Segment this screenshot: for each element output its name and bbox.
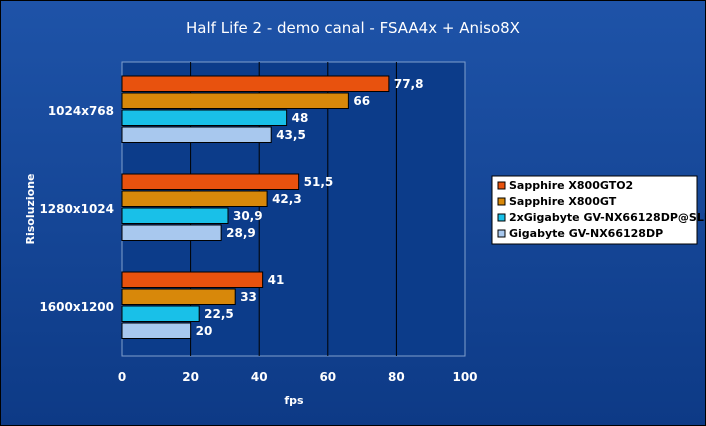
- bar: [121, 92, 349, 109]
- data-label: 28,9: [226, 226, 256, 240]
- bar: [121, 126, 272, 143]
- bar: [121, 271, 264, 288]
- legend-box: [491, 175, 698, 245]
- x-tick-label: 0: [118, 370, 126, 384]
- x-tick-label: 40: [251, 370, 268, 384]
- category-labels: 1024x768 1280x1024 1600x1200: [39, 104, 114, 314]
- legend-label: Sapphire X800GTO2: [509, 179, 633, 192]
- bar: [121, 224, 222, 241]
- x-tick-label: 20: [182, 370, 199, 384]
- legend-swatch: [497, 229, 506, 238]
- legend-swatch: [497, 181, 506, 190]
- bar: [121, 173, 300, 190]
- x-tick-label: 80: [388, 370, 405, 384]
- data-label: 22,5: [204, 307, 234, 321]
- bar-series: 77,8 66 48 43,5 51,542,3 30,9 28,9 41 33 22,5 20: [121, 75, 424, 339]
- data-label: 41: [268, 273, 285, 287]
- category-label: 1600x1200: [39, 300, 114, 314]
- data-label: 51,5: [304, 175, 334, 189]
- bar: [121, 75, 390, 92]
- data-label: 66: [353, 94, 370, 108]
- x-axis-title: fps: [284, 394, 304, 407]
- legend-swatch: [497, 197, 506, 206]
- data-label: 30,9: [233, 209, 263, 223]
- bar: [121, 322, 192, 339]
- legend: Sapphire X800GTO2 Sapphire X800GT 2xGigaby…: [491, 175, 705, 245]
- data-label: 43,5: [276, 128, 306, 142]
- legend-label: Gigabyte GV-NX66128DP: [509, 227, 663, 240]
- bar: [121, 305, 200, 322]
- x-tick-labels: 0 20 40 60 80 100: [118, 370, 478, 384]
- data-label: 20: [196, 324, 213, 338]
- x-tick-label: 60: [319, 370, 336, 384]
- x-tick-label: 100: [452, 370, 477, 384]
- data-label: 77,8: [394, 77, 424, 91]
- bar: [121, 109, 288, 126]
- chart-title: Half Life 2 - demo canal - FSAA4x + Anis…: [186, 19, 520, 37]
- legend-swatch: [497, 213, 506, 222]
- bar: [121, 190, 268, 207]
- y-axis-title: Risoluzione: [24, 174, 37, 245]
- category-label: 1280x1024: [39, 202, 114, 216]
- data-label: 33: [240, 290, 257, 304]
- legend-label: 2xGigabyte GV-NX66128DP@SLI: [509, 211, 705, 224]
- legend-label: Sapphire X800GT: [509, 195, 617, 208]
- bar: [121, 288, 236, 305]
- data-label: 42,3: [272, 192, 302, 206]
- data-label: 48: [292, 111, 309, 125]
- bar: [121, 207, 229, 224]
- category-label: 1024x768: [48, 104, 114, 118]
